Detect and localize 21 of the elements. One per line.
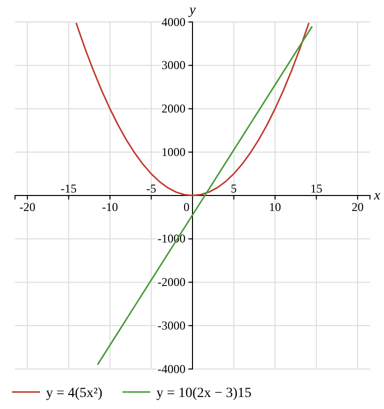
legend-label: y = 10(2x − 3)15 (156, 386, 252, 401)
y-tick-label: -3000 (158, 318, 186, 332)
y-tick-label: -4000 (158, 362, 186, 376)
y-tick-label: 1000 (162, 144, 186, 159)
x-tick-label: -20 (19, 200, 36, 214)
x-tick-label: 10 (269, 200, 282, 214)
y-tick-label: 2000 (162, 102, 186, 116)
legend-label: y = 4(5x²) (46, 386, 103, 401)
x2-tick-label: -15 (60, 182, 77, 196)
y-tick-label: -2000 (158, 275, 186, 290)
line-series (96, 26, 313, 366)
x-axis-title: x (373, 188, 381, 204)
y-tick-label: 3000 (162, 58, 186, 72)
x2-tick-label: -5 (146, 182, 156, 196)
x-tick-label: -10 (102, 200, 118, 214)
y-axis-title: y (187, 3, 196, 18)
y-tick-label: 4000 (162, 14, 186, 29)
x2-tick-label: 15 (310, 182, 322, 196)
x2-tick-label: 5 (230, 182, 237, 196)
x-tick-label: 0 (184, 200, 190, 214)
x-tick-label: 20 (352, 200, 364, 214)
